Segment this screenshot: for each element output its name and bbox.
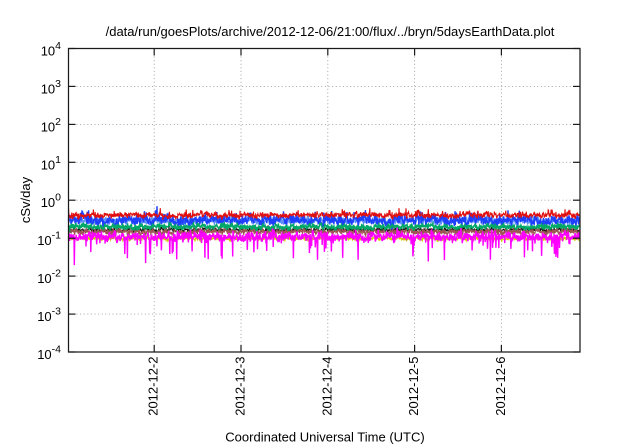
svg-text:2012-12-2: 2012-12-2 [146, 357, 161, 416]
svg-text:2012-12-5: 2012-12-5 [406, 357, 421, 416]
svg-text:2012-12-4: 2012-12-4 [319, 357, 334, 416]
svg-text:Coordinated Universal Time (UT: Coordinated Universal Time (UTC) [225, 430, 424, 445]
svg-text:/data/run/goesPlots/archive/20: /data/run/goesPlots/archive/2012-12-06/2… [106, 24, 555, 39]
svg-text:cSv/day: cSv/day [18, 176, 33, 223]
svg-text:2012-12-3: 2012-12-3 [233, 357, 248, 416]
svg-text:2012-12-6: 2012-12-6 [493, 357, 508, 416]
